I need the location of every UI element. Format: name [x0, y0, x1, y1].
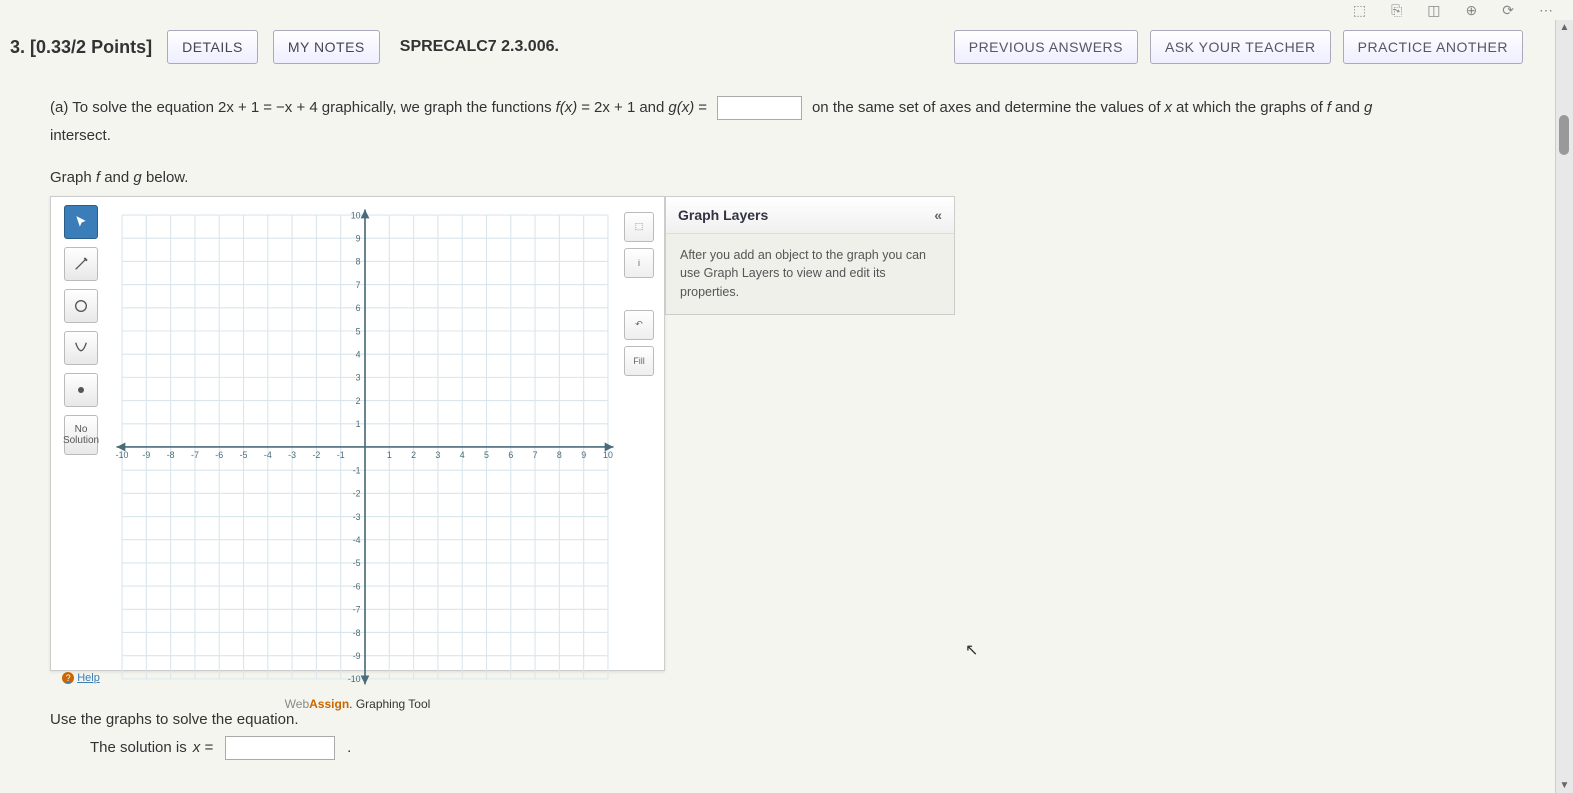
icon-add[interactable]: ⊕	[1466, 2, 1478, 19]
svg-text:5: 5	[484, 449, 489, 459]
svg-text:-5: -5	[353, 558, 361, 568]
svg-text:2: 2	[411, 449, 416, 459]
svg-text:-10: -10	[348, 674, 361, 684]
intersect-text: intersect.	[50, 127, 1523, 144]
svg-text:7: 7	[533, 449, 538, 459]
circle-tool[interactable]	[64, 289, 98, 323]
svg-text:-6: -6	[215, 449, 223, 459]
info-button[interactable]: i	[624, 248, 654, 278]
svg-text:10: 10	[603, 449, 613, 459]
svg-text:6: 6	[356, 303, 361, 313]
previous-answers-button[interactable]: PREVIOUS ANSWERS	[954, 30, 1138, 64]
solution-line: The solution is x = .	[50, 736, 1523, 760]
layers-title: Graph Layers	[678, 207, 768, 223]
icon-refresh[interactable]: ⟳	[1502, 2, 1514, 19]
svg-text:2: 2	[356, 395, 361, 405]
graph-instruction: Graph f and g below.	[50, 169, 1523, 186]
svg-text:-2: -2	[312, 449, 320, 459]
ask-teacher-button[interactable]: ASK YOUR TEACHER	[1150, 30, 1331, 64]
my-notes-button[interactable]: MY NOTES	[273, 30, 380, 64]
svg-text:4: 4	[460, 449, 465, 459]
fill-button[interactable]: Fill	[624, 346, 654, 376]
svg-text:4: 4	[356, 349, 361, 359]
no-solution-tool[interactable]: No Solution	[64, 415, 98, 455]
help-link[interactable]: ? Help	[58, 668, 104, 688]
graph-panel: No Solution ? Help -10-9-8-7-6-5-4-3-2-1…	[50, 196, 665, 671]
icon-panel[interactable]: ◫	[1427, 2, 1440, 19]
undo-button[interactable]: ↶	[624, 310, 654, 340]
svg-text:-3: -3	[288, 449, 296, 459]
graph-toolbar-right: ⬚ i ↶ Fill	[624, 202, 659, 692]
svg-text:-1: -1	[337, 449, 345, 459]
svg-text:3: 3	[356, 372, 361, 382]
svg-text:5: 5	[356, 326, 361, 336]
section-code: SPRECALC7 2.3.006.	[400, 38, 559, 56]
g-of-x-input[interactable]	[717, 96, 802, 120]
svg-text:9: 9	[581, 449, 586, 459]
question-text: (a) To solve the equation 2x + 1 = −x + …	[50, 94, 1523, 123]
question-number: 3. [0.33/2 Points]	[10, 37, 152, 58]
svg-text:1: 1	[387, 449, 392, 459]
svg-text:-7: -7	[191, 449, 199, 459]
graph-layers-panel: Graph Layers « After you add an object t…	[665, 196, 955, 315]
layers-body-text: After you add an object to the graph you…	[666, 234, 954, 314]
parabola-tool[interactable]	[64, 331, 98, 365]
svg-text:-8: -8	[167, 449, 175, 459]
graph-grid[interactable]: -10 -9 -8 -7 -6 -5 -4 -3 -2 -1 1 2 3 4 5 6 7 8 9 10 -10 -9 -8 -…	[111, 202, 619, 692]
scroll-down-icon[interactable]: ▼	[1556, 780, 1573, 791]
graph-toolbar-left: No Solution ? Help	[56, 202, 106, 692]
svg-text:1: 1	[356, 419, 361, 429]
svg-text:-10: -10	[116, 449, 129, 459]
svg-text:-8: -8	[353, 627, 361, 637]
zoom-button[interactable]: ⬚	[624, 212, 654, 242]
svg-text:-9: -9	[142, 449, 150, 459]
solution-input[interactable]	[225, 736, 335, 760]
scroll-up-icon[interactable]: ▲	[1556, 22, 1573, 33]
details-button[interactable]: DETAILS	[167, 30, 258, 64]
collapse-icon[interactable]: «	[934, 207, 942, 223]
svg-text:-2: -2	[353, 488, 361, 498]
svg-text:-9: -9	[353, 650, 361, 660]
svg-text:6: 6	[508, 449, 513, 459]
scroll-thumb[interactable]	[1559, 115, 1569, 155]
icon-copy[interactable]: ⎘	[1391, 2, 1402, 19]
svg-text:8: 8	[557, 449, 562, 459]
svg-text:8: 8	[356, 256, 361, 266]
svg-text:-7: -7	[353, 604, 361, 614]
svg-text:-3: -3	[353, 511, 361, 521]
svg-text:-5: -5	[240, 449, 248, 459]
svg-text:7: 7	[356, 279, 361, 289]
svg-text:-1: -1	[353, 465, 361, 475]
question-header: 3. [0.33/2 Points] DETAILS MY NOTES SPRE…	[10, 30, 1523, 64]
graph-footer: WebAssign. Graphing Tool	[56, 691, 659, 711]
icon-restore[interactable]: ⬚	[1353, 2, 1366, 19]
svg-text:-4: -4	[264, 449, 272, 459]
svg-text:3: 3	[435, 449, 440, 459]
icon-more[interactable]: ⋯	[1539, 2, 1553, 19]
practice-another-button[interactable]: PRACTICE ANOTHER	[1343, 30, 1523, 64]
svg-text:10: 10	[351, 210, 361, 220]
svg-text:9: 9	[356, 233, 361, 243]
vertical-scrollbar[interactable]: ▲ ▼	[1555, 20, 1573, 793]
point-tool[interactable]	[64, 373, 98, 407]
svg-text:-4: -4	[353, 535, 361, 545]
line-tool[interactable]	[64, 247, 98, 281]
solve-instruction: Use the graphs to solve the equation.	[50, 711, 1523, 728]
pointer-tool[interactable]	[64, 205, 98, 239]
svg-text:-6: -6	[353, 581, 361, 591]
browser-top-icons: ⬚ ⎘ ◫ ⊕ ⟳ ⋯	[1353, 2, 1553, 19]
